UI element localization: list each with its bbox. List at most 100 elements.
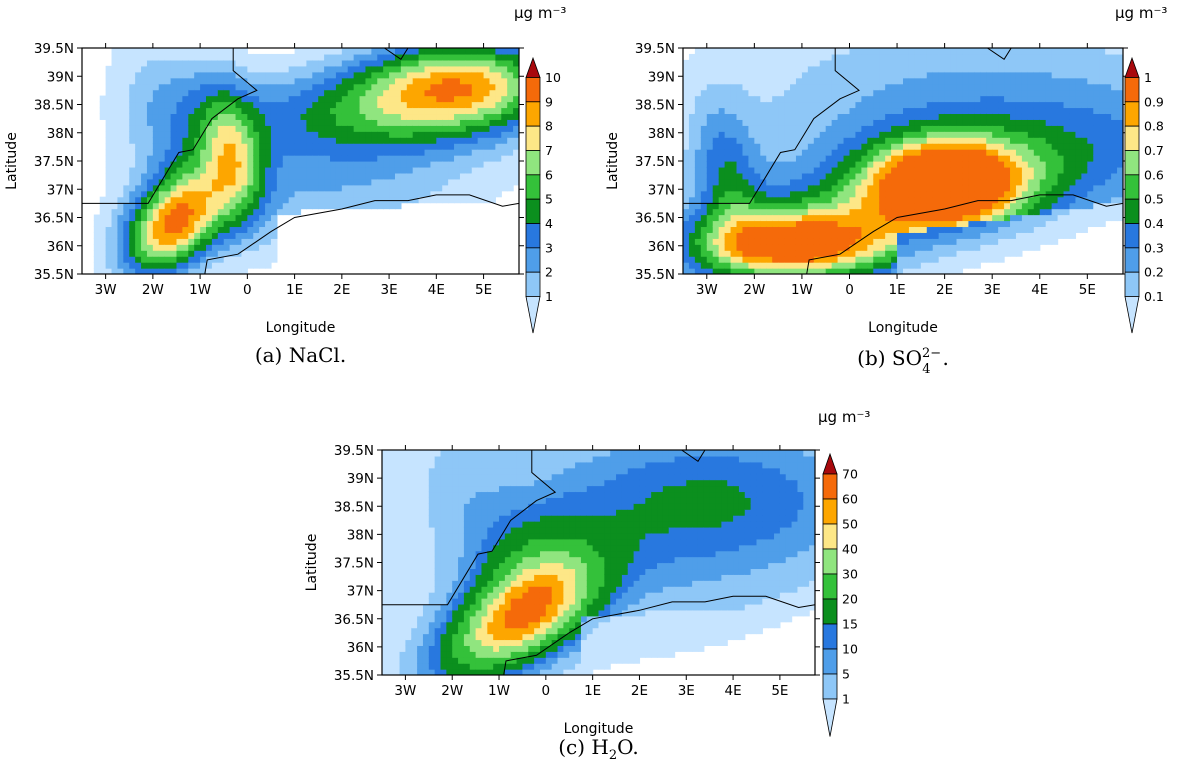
contour-cell [795, 48, 803, 55]
contour-cell [718, 95, 726, 103]
contour-cell [229, 119, 237, 126]
contour-cell [742, 65, 750, 73]
contour-cell [483, 131, 491, 138]
contour-cell [1010, 244, 1017, 251]
contour-cell [229, 113, 237, 120]
contour-cell [778, 196, 785, 204]
contour-cell [306, 71, 313, 79]
contour-cell [1045, 143, 1053, 150]
contour-cell [1039, 53, 1047, 61]
contour-cell [353, 107, 361, 115]
contour-cell [795, 53, 803, 61]
contour-cell [158, 196, 166, 204]
contour-cell [1039, 71, 1047, 79]
contour-cell [217, 125, 225, 132]
contour-cell [194, 95, 201, 103]
contour-cell [117, 232, 124, 239]
contour-cell [855, 95, 862, 103]
contour-cell [1010, 232, 1017, 239]
contour-cell [974, 184, 981, 192]
contour-cell [164, 77, 172, 85]
contour-cell [998, 190, 1005, 198]
contour-cell [1021, 232, 1029, 239]
contour-cell [135, 95, 142, 103]
contour-cell [324, 125, 331, 132]
contour-cell [754, 256, 761, 263]
contour-cell [217, 232, 225, 239]
contour-cell [477, 184, 485, 192]
contour-cell [914, 137, 922, 144]
contour-cell [784, 184, 791, 192]
contour-cell [748, 184, 755, 192]
contour-cell [164, 48, 172, 55]
contour-cell [712, 143, 720, 150]
contour-cell [938, 65, 946, 73]
contour-cell [706, 149, 714, 156]
contour-cell [465, 113, 473, 120]
contour-cell [1039, 77, 1047, 85]
contour-cell [306, 149, 313, 156]
contour-cell [513, 119, 519, 126]
contour-cell [914, 59, 922, 67]
contour-cell [712, 208, 720, 216]
contour-cell [1069, 89, 1077, 97]
contour-cell [760, 166, 767, 174]
contour-cell [766, 89, 773, 97]
contour-cell [724, 53, 732, 61]
contour-cell [998, 256, 1005, 263]
contour-cell [724, 149, 732, 156]
contour-cell [950, 256, 958, 263]
contour-cell [483, 59, 491, 67]
contour-cell [897, 178, 904, 186]
contour-cell [712, 95, 720, 103]
contour-cell [980, 83, 987, 91]
contour-cell [483, 125, 491, 132]
contour-cell [867, 178, 874, 186]
contour-cell [1063, 65, 1071, 73]
contour-cell [843, 172, 851, 180]
contour-cell [683, 238, 690, 245]
contour-cell [176, 220, 183, 228]
contour-cell [377, 48, 384, 55]
contour-cell [430, 83, 437, 91]
contour-cell [259, 149, 266, 156]
contour-cell [766, 214, 773, 222]
contour-cell [223, 226, 231, 233]
contour-cell [819, 262, 827, 269]
contour-cell [188, 196, 195, 204]
contour-cell [1015, 125, 1023, 132]
contour-cell [885, 113, 892, 120]
contour-cell [412, 113, 420, 120]
contour-cell [389, 137, 396, 144]
contour-cell [377, 137, 384, 144]
contour-cell [359, 59, 367, 67]
contour-cell [265, 125, 272, 132]
contour-cell [513, 77, 519, 85]
contour-cell [784, 214, 791, 222]
contour-cell [819, 268, 827, 274]
contour-cell [1111, 125, 1118, 132]
contour-cell [1021, 95, 1029, 103]
contour-cell [123, 238, 130, 245]
contour-cell [867, 256, 874, 263]
contour-cell [944, 101, 952, 109]
contour-cell [980, 59, 987, 67]
contour-cell [276, 71, 284, 79]
contour-cell [347, 190, 355, 198]
contour-cell [1087, 190, 1094, 198]
contour-cell [998, 178, 1005, 186]
contour-cell [359, 196, 367, 204]
contour-cell [335, 131, 343, 138]
contour-cell [1111, 149, 1118, 156]
contour-cell [247, 226, 254, 233]
contour-cell [772, 166, 779, 174]
contour-cell [801, 125, 809, 132]
contour-cell [683, 107, 690, 115]
contour-cell [1021, 214, 1029, 222]
contour-cell [483, 190, 491, 198]
contour-cell [359, 48, 367, 55]
contour-cell [849, 268, 857, 274]
contour-cell [418, 83, 426, 91]
contour-cell [223, 125, 231, 132]
contour-cell [1087, 53, 1094, 61]
